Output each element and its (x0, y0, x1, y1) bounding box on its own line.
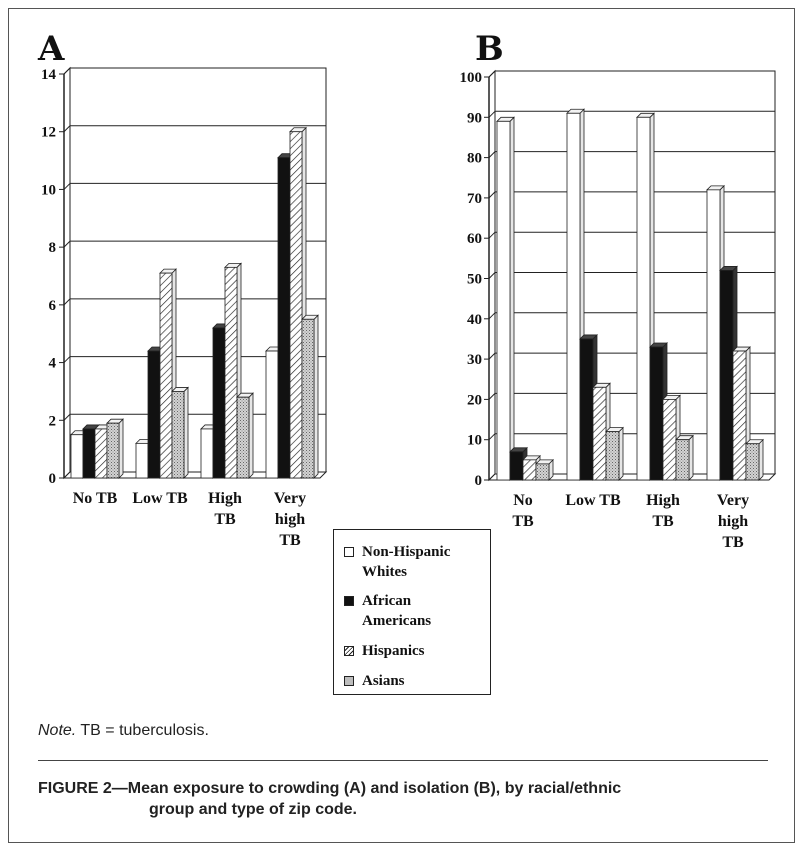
gridline-diag (488, 110, 496, 118)
y-tick-label: 20 (467, 392, 482, 408)
y-tick-label: 0 (49, 471, 57, 487)
legend-swatch-whites (344, 547, 354, 557)
y-tick-label: 8 (49, 240, 57, 256)
legend-item-hispanics: Hispanics (344, 641, 425, 661)
y-tick-label: 14 (41, 67, 57, 83)
chart-a: A 0 2 4 6 8 10 12 14 No TB Low TB High TB Very high TB (37, 29, 328, 549)
gridline-diag (63, 125, 71, 133)
gridline-diag (488, 70, 496, 78)
panel-label-b: B (475, 29, 504, 69)
x-category-label: High TB (646, 492, 680, 530)
y-tick-label: 4 (49, 356, 57, 372)
gridline-diag (63, 298, 71, 306)
gridline-diag (488, 191, 496, 199)
gridline-diag (63, 413, 71, 421)
bar-asians-1 (106, 418, 124, 479)
y-tick-label: 60 (467, 231, 482, 247)
gridline-diag (488, 151, 496, 158)
gridline-diag (63, 67, 71, 75)
side-wall (63, 66, 71, 480)
bar-asians-2 (605, 426, 624, 481)
legend-label-african-americans: African Americans (362, 593, 432, 629)
legend-swatch-hispanics (344, 646, 354, 656)
x-category-label: Low TB (132, 490, 188, 507)
gridline-diag (488, 272, 496, 279)
chart-b: B 0 10 20 30 40 50 60 70 80 90 100 No TB Low TB High TB V… (460, 29, 777, 551)
y-tick-label: 70 (467, 191, 482, 207)
figure-caption: FIGURE 2—Mean exposure to crowding (A) a… (38, 778, 758, 820)
gridline-diag (488, 393, 496, 400)
gridline-diag (488, 312, 496, 320)
legend-label-whites: Non-Hispanic Whites (362, 544, 451, 580)
y-tick-label: 50 (467, 272, 482, 288)
y-tick-label: 90 (467, 110, 482, 126)
bar-asians-3 (236, 392, 254, 479)
gridline-diag (488, 352, 496, 360)
legend-item-asians: Asians (344, 671, 405, 691)
gridline-diag (63, 240, 71, 248)
y-tick-label: 2 (49, 413, 57, 429)
y-tick-label: 100 (460, 70, 483, 86)
caption-divider (38, 760, 768, 761)
legend-item-african-americans: African Americans (344, 591, 431, 631)
legend-label-hispanics: Hispanics (362, 643, 425, 659)
bar-asians-4 (301, 314, 319, 479)
y-tick-label: 30 (467, 352, 482, 368)
bar-whites-1 (496, 116, 515, 481)
legend-swatch-asians (344, 676, 354, 686)
bar-asians-2 (171, 386, 189, 479)
x-category-label: No TB (512, 492, 534, 530)
panel-label-a: A (37, 29, 65, 69)
bar-asians-4 (745, 438, 764, 481)
gridline-diag (488, 231, 496, 239)
y-tick-label: 10 (467, 433, 482, 449)
legend-item-whites: Non-Hispanic Whites (344, 542, 450, 582)
x-category-label: No TB (73, 490, 118, 507)
bar-asians-1 (535, 458, 554, 481)
figure-frame (8, 8, 795, 843)
caption-line-1: FIGURE 2—Mean exposure to crowding (A) a… (38, 780, 622, 797)
gridline-diag (63, 183, 71, 190)
bar-hispanics-2 (159, 268, 177, 479)
gridline-diag (488, 433, 496, 441)
x-category-label: Very high TB (717, 492, 749, 551)
bar-asians-3 (675, 434, 694, 481)
x-category-label: Low TB (565, 492, 621, 509)
x-category-label: High TB (208, 490, 242, 528)
figure-note: Note. TB = tuberculosis. (38, 722, 209, 739)
y-tick-label: 40 (467, 312, 482, 328)
y-tick-label: 0 (475, 473, 483, 489)
y-tick-label: 12 (41, 125, 56, 141)
legend: Non-Hispanic Whites African Americans Hisp… (333, 529, 491, 695)
legend-swatch-african-americans (344, 596, 354, 606)
y-tick-label: 6 (49, 298, 57, 314)
y-tick-label: 10 (41, 182, 56, 198)
caption-line-2: group and type of zip code. (149, 801, 357, 818)
gridline-diag (63, 356, 71, 363)
x-category-label: Very high TB (274, 490, 306, 549)
legend-label-asians: Asians (362, 673, 405, 689)
y-tick-label: 80 (467, 151, 482, 167)
